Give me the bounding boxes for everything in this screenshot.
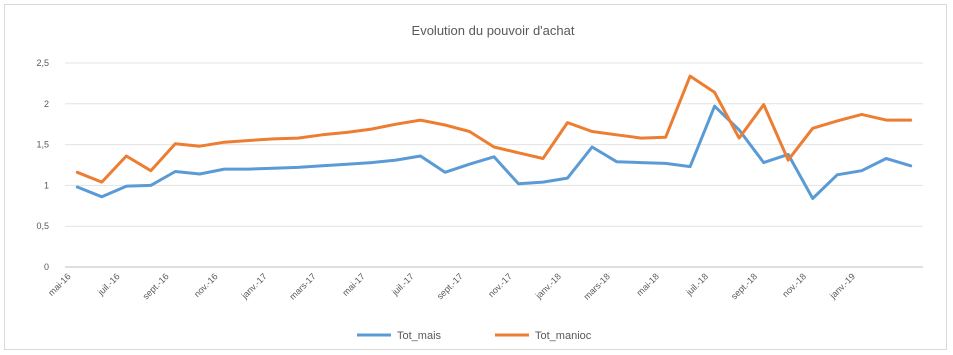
x-tick-label: sept.-16 [141,271,171,301]
x-tick-label: juil.-18 [684,271,711,298]
x-tick-label: nov.-17 [486,271,514,299]
chart-frame: Evolution du pouvoir d'achat 0 0,5 1 1,5 2 2,… [4,4,947,350]
legend-label: Tot_mais [397,330,442,342]
x-tick-label: mars-18 [582,271,612,301]
y-tick-label: 2 [44,99,49,109]
line-chart: Evolution du pouvoir d'achat 0 0,5 1 1,5 2 2,… [36,23,923,342]
y-tick-label: 1 [44,180,49,190]
x-tick-label: mai-16 [46,271,73,298]
chart-title: Evolution du pouvoir d'achat [412,23,575,38]
x-tick-label: juil.-16 [95,271,122,298]
x-tick-label: nov.-16 [192,271,220,299]
series-line-tot-mais [75,104,913,200]
legend-label: Tot_manioc [535,330,592,342]
x-tick-label: janv.-17 [239,271,269,301]
series-line-tot-manioc [75,74,913,184]
x-tick-label: juil.-17 [389,271,416,298]
x-tick-label: nov.-18 [780,271,808,299]
y-tick-label: 0,5 [36,221,49,231]
x-tick-label: mai-18 [634,271,661,298]
y-tick-label: 1,5 [36,140,49,150]
legend: Tot_mais Tot_manioc [357,330,592,342]
y-tick-label: 0 [44,262,49,272]
x-tick-label: sept.-17 [435,271,465,301]
y-tick-label: 2,5 [36,58,49,68]
x-tick-label: mai-17 [340,271,367,298]
series-lines [75,74,913,200]
x-tick-label: sept.-18 [729,271,759,301]
x-tick-label: janv.-18 [533,271,563,301]
x-tick-label: janv.-19 [827,271,857,301]
x-tick-label: mars-17 [287,271,317,301]
